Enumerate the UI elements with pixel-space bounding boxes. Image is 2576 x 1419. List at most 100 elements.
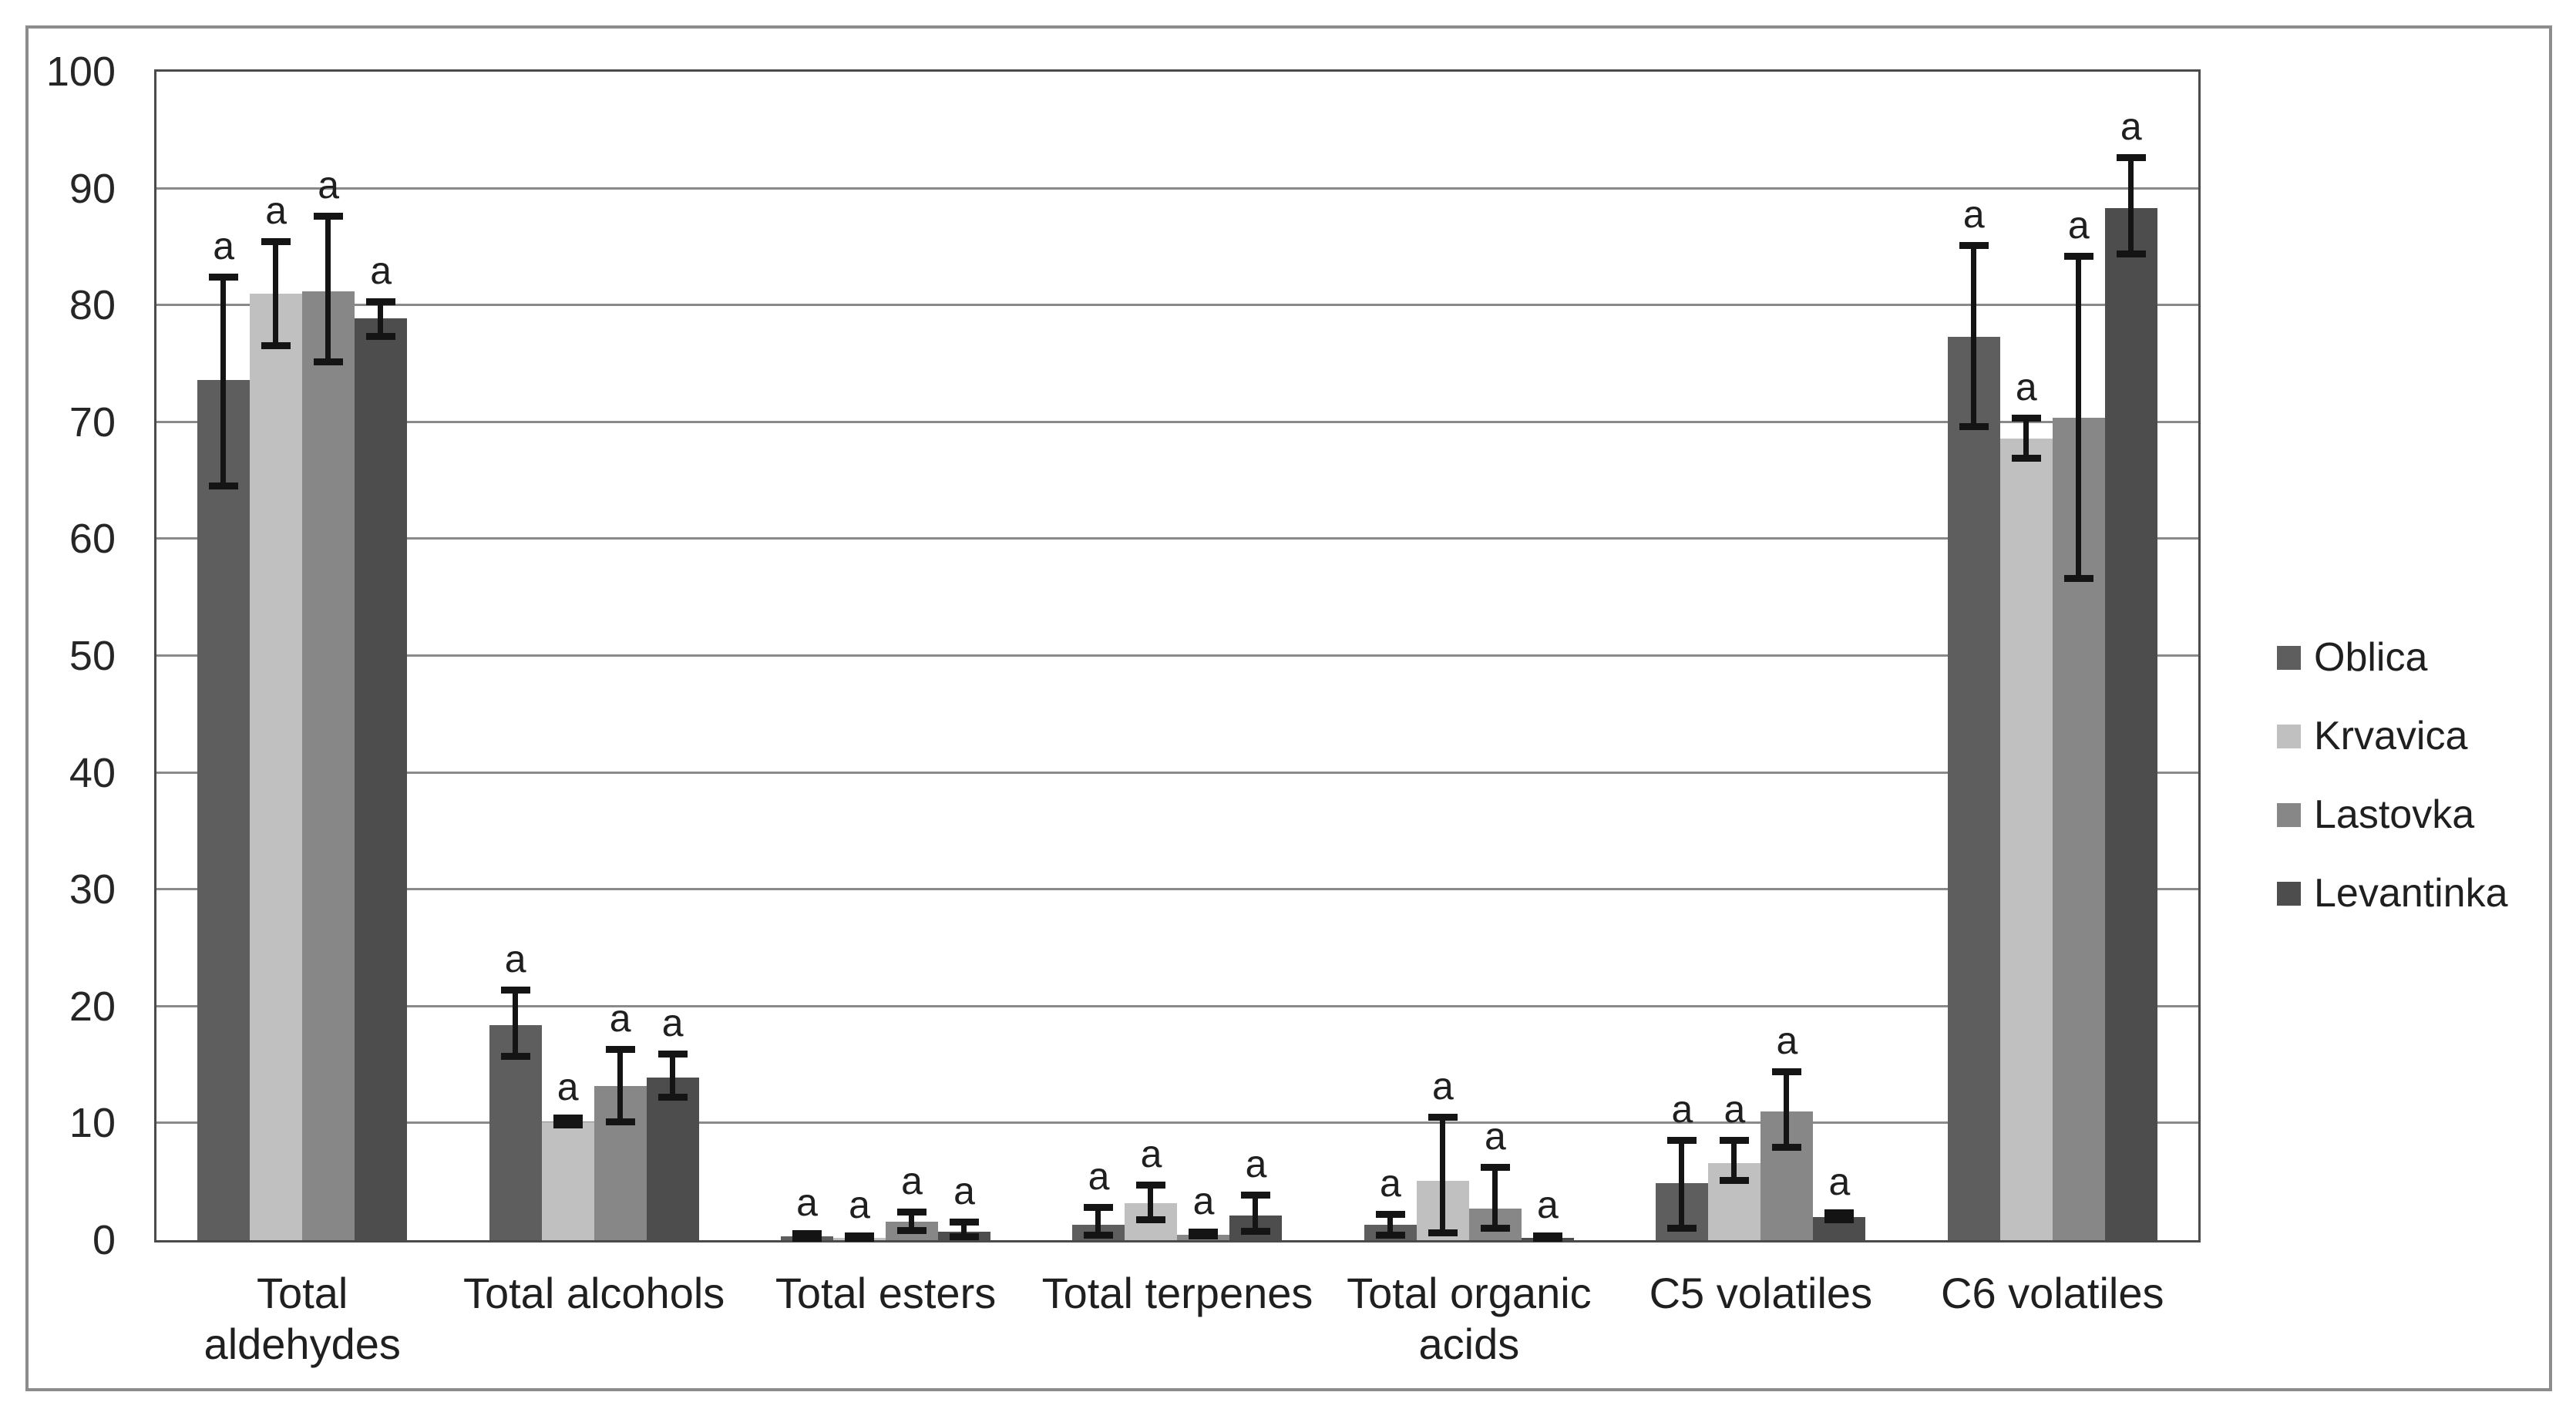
significance-label: a	[849, 1182, 870, 1226]
significance-label: a	[370, 248, 392, 292]
error-bar-cap-bottom	[950, 1233, 980, 1241]
error-bar-line	[1731, 1141, 1737, 1181]
error-bar-line	[1148, 1185, 1154, 1221]
error-bar-line	[378, 301, 384, 338]
error-bar-line	[325, 216, 331, 363]
error-bar-cap-top	[1667, 1137, 1697, 1145]
bar-slot: a	[938, 72, 991, 1241]
bar-slot: a	[1125, 72, 1178, 1240]
y-tick-label: 10	[69, 1100, 116, 1147]
error-bar-cap-bottom	[657, 1094, 688, 1101]
x-tick-label: Total aldehydes	[203, 1269, 401, 1368]
error-bar-cap-top	[2063, 252, 2093, 260]
error-bar-cap-bottom	[553, 1121, 583, 1129]
significance-label: a	[318, 163, 340, 207]
error-bar-line	[512, 990, 518, 1057]
error-bar-cap-top	[2011, 415, 2041, 422]
y-tick-label: 70	[69, 398, 116, 446]
error-bar-cap-top	[2116, 154, 2146, 162]
bar	[1947, 337, 2000, 1240]
y-tick-label: 40	[69, 749, 116, 796]
error-bar-line	[1970, 245, 1976, 427]
bar	[355, 318, 408, 1240]
error-bar-cap-bottom	[1720, 1176, 1750, 1184]
bar-slot: a	[1760, 72, 1814, 1240]
error-bar-cap-top	[1241, 1192, 1271, 1199]
error-bar-line	[1784, 1071, 1790, 1148]
error-bar-cap-top	[1375, 1210, 1405, 1218]
bar	[1999, 439, 2053, 1240]
error-bar-line	[2075, 256, 2081, 579]
error-bar-cap-bottom	[1480, 1224, 1510, 1232]
x-tick-label: Total alcohols	[462, 1269, 725, 1317]
x-tick-label: Total esters	[775, 1269, 997, 1317]
legend-label: Levantinka	[2314, 871, 2508, 916]
significance-label: a	[1192, 1179, 1215, 1223]
error-bar-cap-bottom	[1667, 1224, 1697, 1232]
error-bar-cap-top	[1480, 1164, 1510, 1172]
bar-slot: a	[833, 72, 886, 1242]
error-bar-cap-bottom	[261, 342, 291, 350]
bar-slot: a	[2104, 72, 2157, 1240]
category-group: a a a a Total terpenes	[1031, 72, 1323, 1317]
x-tick-label: C5 volatiles	[1649, 1269, 1873, 1317]
error-bar-line	[669, 1054, 675, 1098]
bar	[197, 380, 251, 1240]
error-bar-cap-top	[209, 273, 239, 281]
y-tick-label: 100	[45, 49, 116, 95]
error-bar-cap-bottom	[897, 1226, 927, 1234]
bar	[2104, 208, 2157, 1240]
bar-slot: a	[1947, 72, 2000, 1240]
gridline	[156, 420, 2198, 423]
significance-label: a	[1828, 1160, 1851, 1204]
error-bar-cap-top	[1136, 1181, 1166, 1189]
error-bar-line	[1439, 1117, 1445, 1233]
category-group: a a a a Total alcohols	[448, 72, 739, 1317]
significance-label: a	[2120, 105, 2142, 149]
error-bar-cap-bottom	[1959, 422, 1989, 430]
error-bar-cap-bottom	[1824, 1216, 1855, 1224]
error-bar-cap-top	[950, 1219, 980, 1226]
error-bar-cap-top	[314, 212, 344, 220]
y-axis: 0 10 20 30 40 50 60 70 80 90 100	[0, 50, 143, 1262]
significance-label: a	[2015, 365, 2037, 409]
bar-slot: a	[1468, 72, 1522, 1240]
error-bar-cap-bottom	[500, 1053, 530, 1060]
x-tick-label: Total organic acids	[1347, 1269, 1592, 1368]
significance-label: a	[557, 1065, 579, 1109]
error-bar-cap-top	[792, 1230, 822, 1238]
category-group: a a a a C6 volatiles	[1907, 72, 2198, 1317]
error-bar-line	[909, 1212, 915, 1231]
category-group: a a a a C5 volatiles	[1615, 72, 1906, 1317]
legend-item: Oblica	[2277, 634, 2508, 681]
error-bar-cap-bottom	[314, 358, 344, 366]
significance-label: a	[953, 1169, 975, 1213]
error-bar-cap-bottom	[1375, 1231, 1405, 1239]
bar-slot: a	[197, 72, 251, 1240]
y-tick-label: 50	[69, 633, 116, 679]
error-bar-cap-top	[553, 1115, 583, 1122]
category-group: a a a a Total esters	[740, 72, 1031, 1317]
error-bar-cap-top	[605, 1045, 635, 1053]
significance-label: a	[1723, 1088, 1746, 1132]
y-tick-label: 20	[69, 983, 116, 1030]
error-bar-line	[617, 1049, 623, 1122]
error-bar-line	[1095, 1207, 1101, 1236]
bar-slot: a	[1813, 72, 1866, 1240]
significance-label: a	[1432, 1064, 1454, 1108]
error-bar-cap-top	[897, 1208, 927, 1216]
legend-item: Lastovka	[2277, 792, 2508, 838]
significance-label: a	[1776, 1018, 1798, 1062]
error-bar-cap-bottom	[1772, 1144, 1802, 1152]
legend-label: Lastovka	[2314, 792, 2475, 837]
legend-item: Krvavica	[2277, 713, 2508, 759]
legend-label: Krvavica	[2314, 714, 2468, 758]
bar-slot: a	[1364, 72, 1417, 1240]
gridline	[156, 304, 2198, 307]
bar	[646, 1078, 699, 1240]
legend-swatch	[2277, 724, 2301, 748]
error-bar-line	[1253, 1195, 1259, 1232]
error-bar-cap-top	[1824, 1209, 1855, 1217]
error-bar-cap-bottom	[209, 483, 239, 490]
